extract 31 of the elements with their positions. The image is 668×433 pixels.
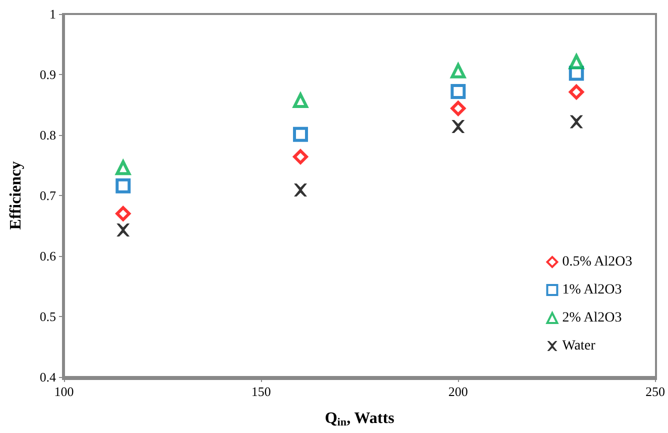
point [450, 63, 466, 78]
point [568, 54, 584, 70]
point [450, 100, 466, 116]
y-tick-label: 0.7 [40, 188, 56, 203]
y-tick-label: 0.6 [40, 248, 56, 264]
point [568, 84, 584, 100]
point [116, 160, 131, 176]
point [293, 126, 308, 142]
point [293, 93, 308, 108]
point [570, 115, 583, 128]
point [116, 178, 131, 194]
point [452, 120, 465, 134]
y-tick-label: 0.8 [40, 128, 56, 142]
legend-label: 2% Al2O3 [562, 310, 622, 326]
legend-label: Water [562, 338, 596, 354]
point [116, 223, 130, 236]
y-tick-label: 1 [50, 6, 56, 22]
legend-label: 1% Al2O3 [562, 282, 622, 298]
point [294, 184, 307, 197]
x-tick-label: 200 [448, 384, 468, 399]
legend-label: 0.5% Al2O3 [562, 254, 632, 270]
y-axis-title: Efficiency [8, 161, 24, 230]
y-tick-label: 0.4 [40, 370, 56, 384]
y-tick-label: 0.5 [40, 309, 56, 324]
x-tick-label: 250 [646, 384, 665, 399]
point [450, 84, 466, 99]
x-tick-label: 100 [54, 384, 74, 399]
point [116, 206, 131, 222]
point [293, 149, 308, 164]
y-tick-label: 0.9 [40, 67, 56, 82]
x-tick-label: 150 [251, 384, 271, 399]
